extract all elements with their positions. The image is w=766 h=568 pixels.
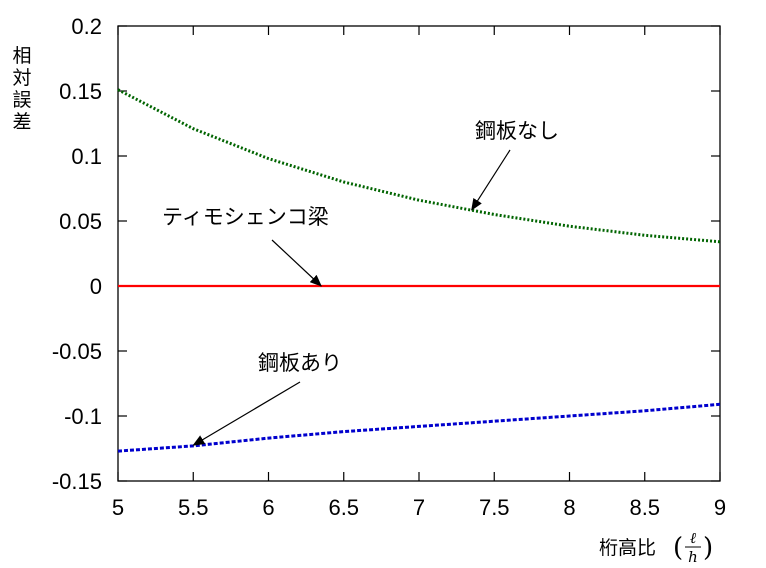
annotation-label-0: 鋼板なし (475, 119, 559, 143)
x-axis-ticks: 5 5.5 6 6.5 7 7.5 8 8.5 9 (112, 26, 726, 520)
series-lines (117, 88, 721, 453)
x-tick-label: 7 (413, 495, 425, 520)
series-line-0 (117, 88, 721, 244)
x-axis-label: 桁高比 ( ℓ h ) (599, 529, 713, 566)
x-tick-label: 6 (262, 495, 274, 520)
annotation-label-1: ティモシェンコ梁 (162, 205, 329, 229)
x-label-open-paren: ( (673, 533, 683, 563)
annotation-arrow-0 (471, 149, 511, 211)
x-tick-label: 8.5 (629, 495, 660, 520)
x-tick-label: 7.5 (479, 495, 510, 520)
y-tick-label: 0.2 (71, 14, 102, 39)
y-tick-label: -0.15 (52, 469, 102, 494)
x-label-text: 桁高比 (599, 537, 656, 559)
x-tick-label: 5 (112, 495, 124, 520)
x-label-denominator: h (688, 548, 698, 566)
x-label-close-paren: ) (703, 533, 713, 563)
y-tick-label: 0.1 (71, 144, 102, 169)
y-axis-label: 相 対 誤 差 (12, 45, 31, 133)
y-axis-ticks: 0.2 0.15 0.1 0.05 0 -0.05 -0.1 -0.15 (52, 14, 720, 494)
y-tick-label: 0.15 (59, 79, 102, 104)
y-label-char-3: 誤 (12, 89, 31, 111)
y-tick-label: -0.05 (52, 339, 102, 364)
x-tick-label: 9 (714, 495, 726, 520)
annotation-arrow-2 (192, 381, 301, 446)
y-label-char-4: 差 (12, 111, 31, 133)
y-label-char-2: 対 (12, 67, 31, 89)
series-line-2 (117, 402, 721, 453)
x-label-numerator: ℓ (690, 529, 696, 547)
x-tick-label: 6.5 (328, 495, 359, 520)
y-label-char-1: 相 (12, 45, 31, 67)
annotation-label-2: 鋼板あり (258, 351, 342, 375)
annotation-arrow-1 (271, 239, 322, 287)
y-tick-label: 0.05 (59, 209, 102, 234)
y-tick-label: -0.1 (64, 404, 102, 429)
x-tick-label: 8 (563, 495, 575, 520)
x-tick-label: 5.5 (178, 495, 209, 520)
y-tick-label: 0 (90, 274, 102, 299)
